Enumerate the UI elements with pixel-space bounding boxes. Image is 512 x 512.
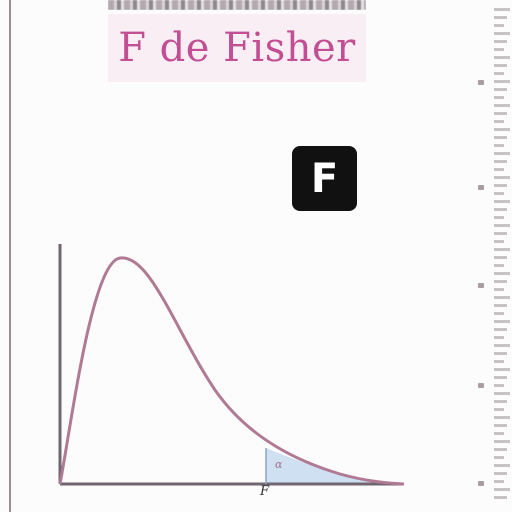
table-row [494, 448, 507, 451]
left-margin-rule [9, 0, 11, 512]
table-row [494, 248, 510, 251]
table-row [494, 472, 507, 475]
table-row [494, 312, 504, 315]
title-block: F de Fisher [108, 14, 366, 82]
table-row [494, 72, 504, 75]
table-row [494, 88, 507, 91]
table-row [494, 96, 504, 99]
table-row [494, 496, 507, 499]
table-row [494, 424, 507, 427]
table-row [494, 280, 507, 283]
table-row [494, 16, 507, 19]
table-row [494, 456, 504, 459]
table-row [494, 8, 510, 11]
letter-badge-icon: F [292, 146, 357, 211]
critical-value-label: F [260, 484, 270, 499]
table-row [494, 176, 510, 179]
table-row [494, 488, 510, 491]
letter-badge-text: F [310, 155, 339, 202]
table-row [494, 480, 504, 483]
table-row [494, 80, 510, 83]
table-row [494, 416, 510, 419]
table-row [494, 200, 510, 203]
table-row [494, 336, 504, 339]
header-band-blurred [108, 0, 366, 10]
table-row [494, 240, 504, 243]
table-row [494, 296, 510, 299]
table-row [494, 168, 504, 171]
table-row [494, 64, 507, 67]
table-row-number [478, 283, 484, 288]
table-row [494, 128, 510, 131]
table-row [494, 384, 504, 387]
table-row [494, 352, 507, 355]
table-row [494, 440, 510, 443]
right-column-table [470, 0, 512, 512]
table-row [494, 264, 504, 267]
table-row [494, 40, 507, 43]
table-row-number [478, 383, 484, 388]
table-row [494, 432, 504, 435]
table-row [494, 232, 507, 235]
table-row [494, 208, 507, 211]
table-row [494, 288, 504, 291]
table-row [494, 408, 504, 411]
table-row [494, 192, 504, 195]
table-row [494, 160, 507, 163]
table-row-number [478, 185, 484, 190]
page-title: F de Fisher [118, 25, 356, 71]
table-row [494, 464, 510, 467]
table-row [494, 112, 507, 115]
table-row [494, 368, 510, 371]
table-row [494, 320, 510, 323]
table-row [494, 184, 507, 187]
table-row [494, 360, 504, 363]
table-row [494, 24, 504, 27]
density-curve [58, 256, 405, 486]
table-row [494, 224, 510, 227]
shaded-area-label: α [275, 458, 283, 471]
table-row [494, 120, 504, 123]
table-row-number [478, 481, 484, 486]
table-row [494, 48, 504, 51]
table-row [494, 392, 510, 395]
table-row [494, 304, 507, 307]
table-row [494, 56, 510, 59]
table-row [494, 144, 504, 147]
table-row [494, 32, 510, 35]
table-row [494, 328, 507, 331]
upper-tail-area [266, 448, 404, 484]
table-row [494, 216, 504, 219]
table-row [494, 104, 510, 107]
table-row [494, 272, 510, 275]
table-row [494, 152, 510, 155]
table-row-number [478, 80, 484, 85]
table-row [494, 400, 507, 403]
table-row [494, 376, 507, 379]
table-row [494, 136, 507, 139]
table-row [494, 256, 507, 259]
table-row [494, 344, 510, 347]
